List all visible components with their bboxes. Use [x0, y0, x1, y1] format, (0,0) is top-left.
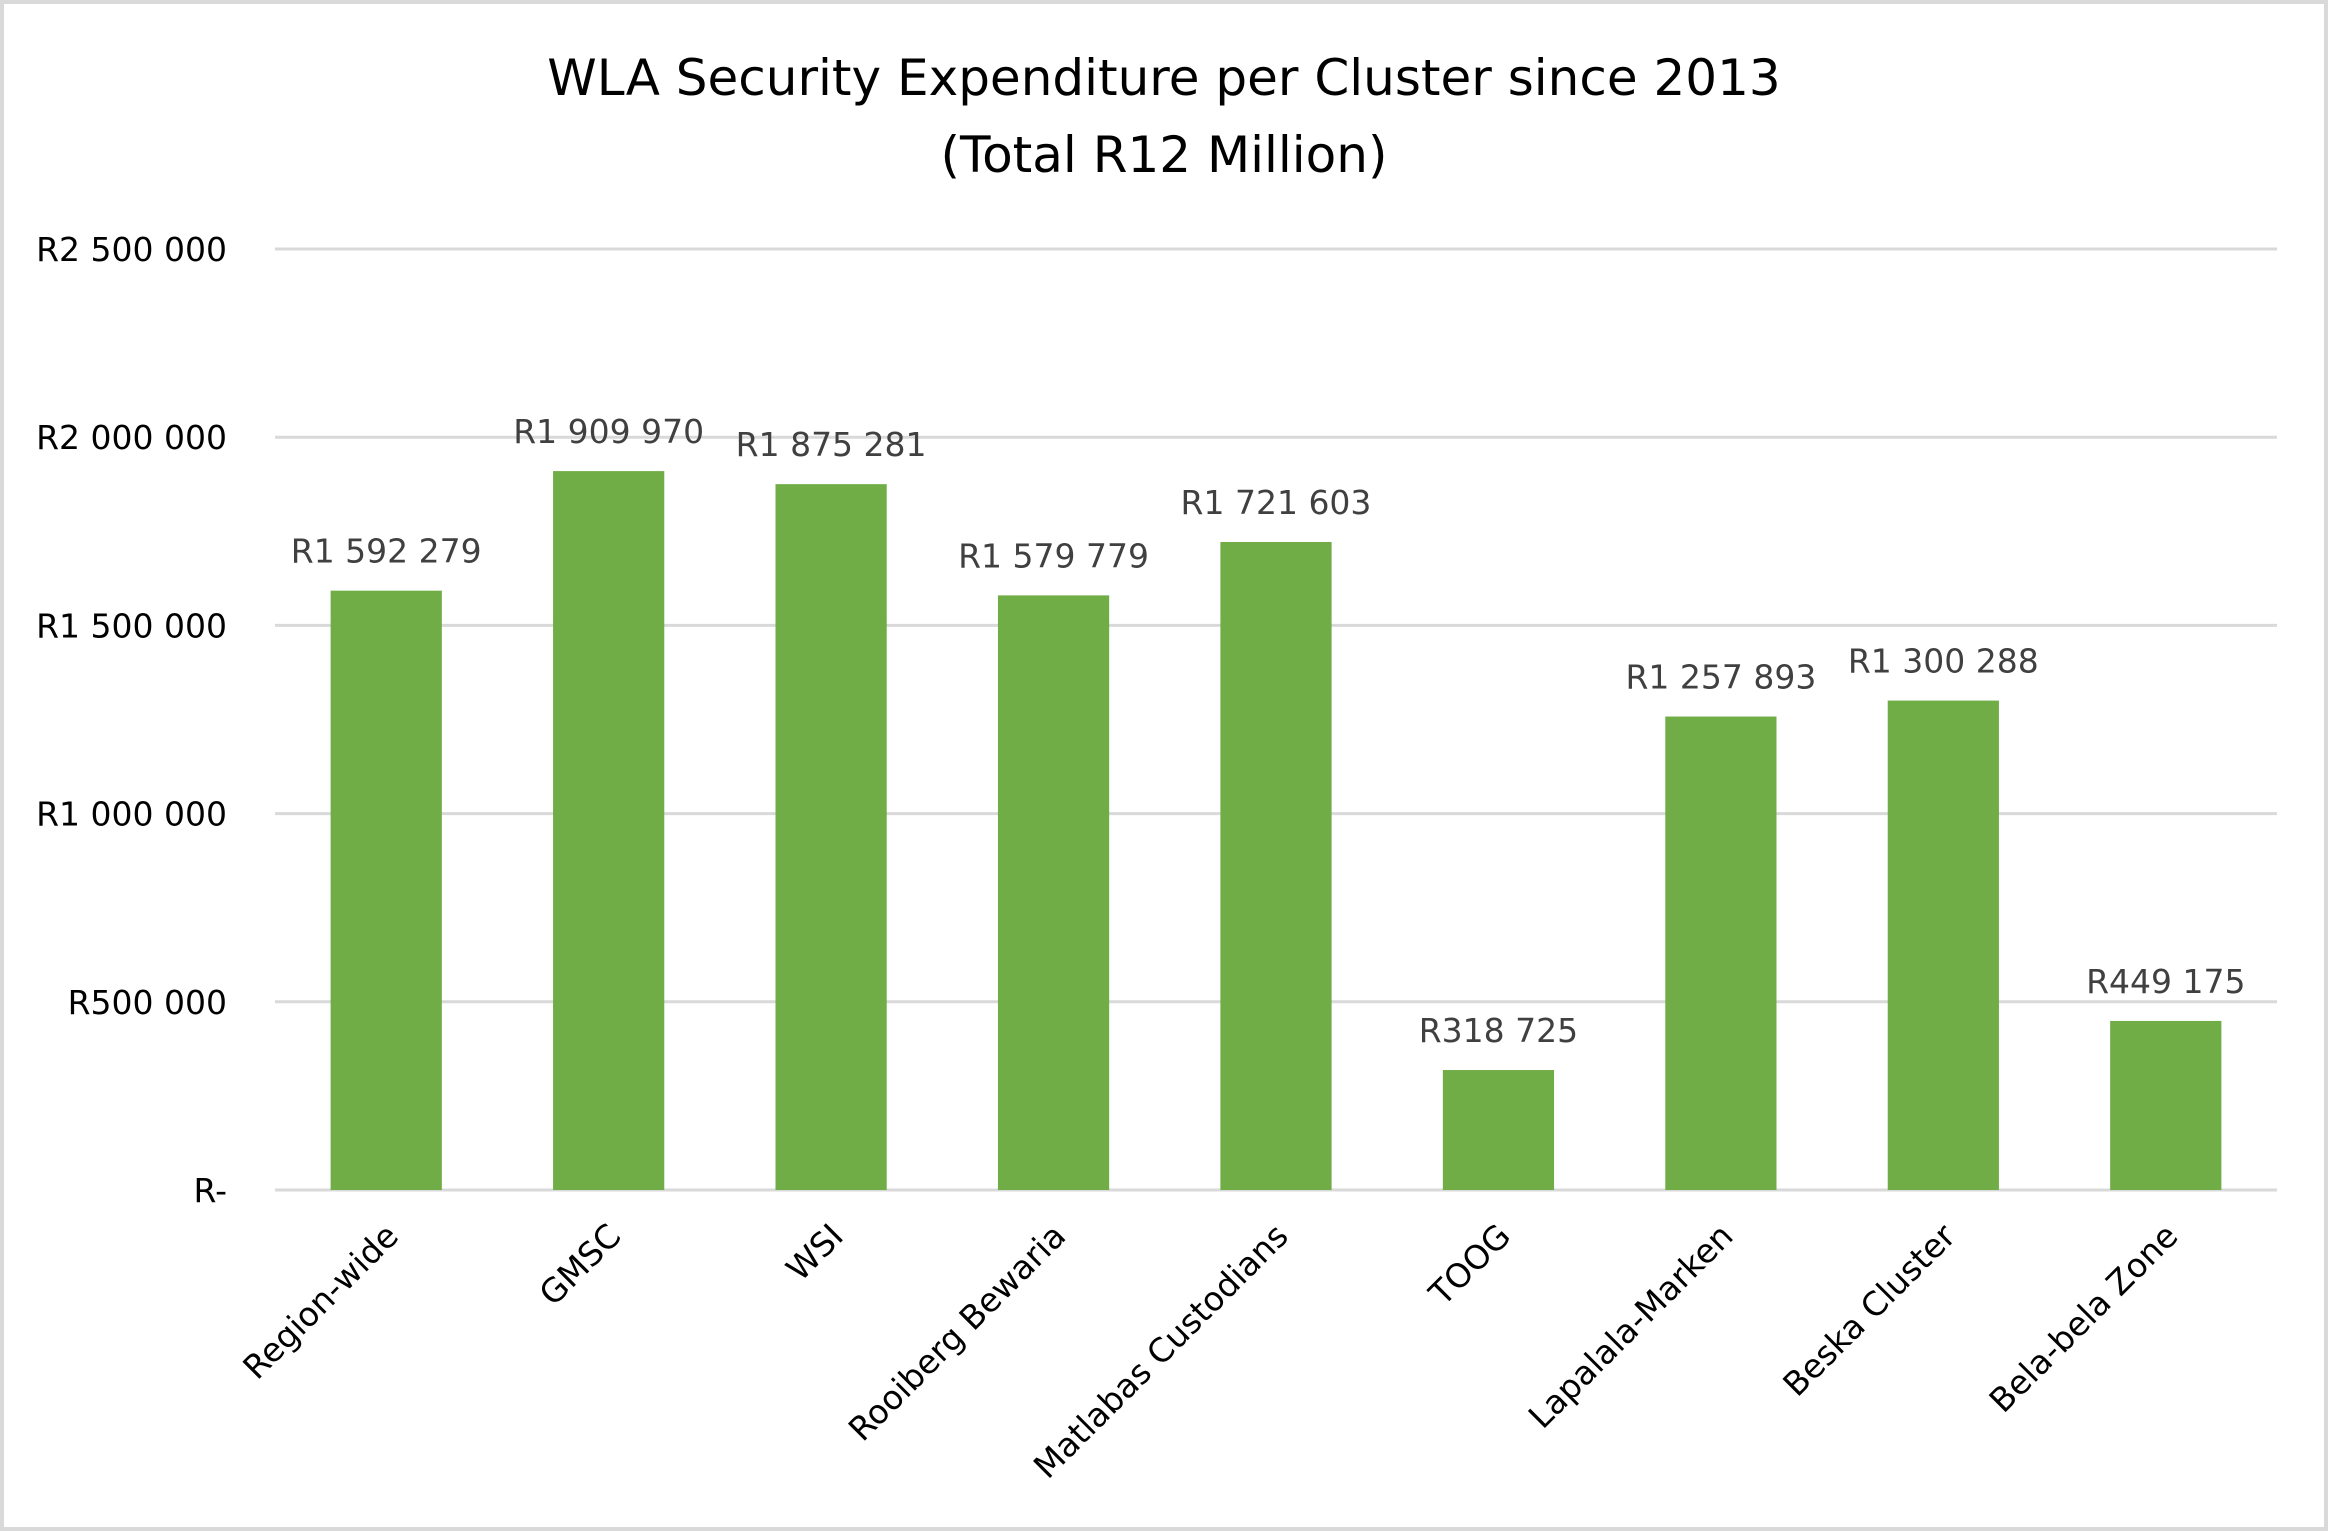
bar-rooiberg-bewaria: [997, 595, 1110, 1190]
data-label: R1 257 893: [1625, 658, 1816, 697]
y-tick-label: R1 000 000: [36, 795, 227, 834]
bar-gmsc: [553, 471, 665, 1190]
data-label: R318 725: [1419, 1011, 1578, 1050]
data-labels: R1 592 279 R1 909 970 R1 875 281 R1 579 779…: [291, 412, 2246, 1050]
y-axis-tick-labels: R- R500 000 R1 000 000 R1 500 000 R2 000 000…: [36, 230, 227, 1210]
y-tick-label: R500 000: [68, 983, 227, 1022]
x-tick-label: GMSC: [531, 1216, 628, 1313]
data-label: R1 721 603: [1181, 483, 1372, 522]
data-label: R1 579 779: [958, 536, 1149, 575]
bar-toog: [1442, 1070, 1555, 1190]
chart-subtitle: (Total R12 Million): [941, 126, 1388, 184]
bar-beska-cluster: [1887, 700, 1999, 1190]
x-tick-label: Bela-bela Zone: [1982, 1216, 2186, 1420]
x-tick-label: Matlabas Custodians: [1026, 1216, 1296, 1486]
y-tick-label: R2 000 000: [36, 418, 227, 457]
bar-region-wide: [330, 590, 442, 1190]
bar-matlabas-custodians: [1220, 541, 1332, 1190]
data-label: R449 175: [2086, 962, 2245, 1001]
x-tick-label: Lapalala-Marken: [1521, 1216, 1741, 1436]
x-tick-label: TOOG: [1421, 1216, 1518, 1313]
bar-bela-bela-zone: [2110, 1020, 2222, 1190]
x-tick-label: WSI: [778, 1216, 850, 1288]
data-label: R1 300 288: [1848, 642, 2039, 681]
bars: [330, 471, 2222, 1190]
data-label: R1 592 279: [291, 532, 482, 571]
bar-wsi: [775, 484, 887, 1190]
x-tick-label: Beska Cluster: [1775, 1216, 1963, 1404]
data-label: R1 875 281: [736, 425, 927, 464]
x-tick-label: Rooiberg Bewaria: [841, 1216, 1073, 1448]
y-tick-label: R-: [194, 1171, 228, 1210]
y-tick-label: R1 500 000: [36, 606, 227, 645]
y-tick-label: R2 500 000: [36, 230, 227, 269]
x-tick-label: Region-wide: [235, 1216, 406, 1387]
chart-title: WLA Security Expenditure per Cluster sin…: [547, 49, 1781, 107]
bar-lapalala-marken: [1665, 716, 1777, 1190]
data-label: R1 909 970: [513, 412, 704, 451]
